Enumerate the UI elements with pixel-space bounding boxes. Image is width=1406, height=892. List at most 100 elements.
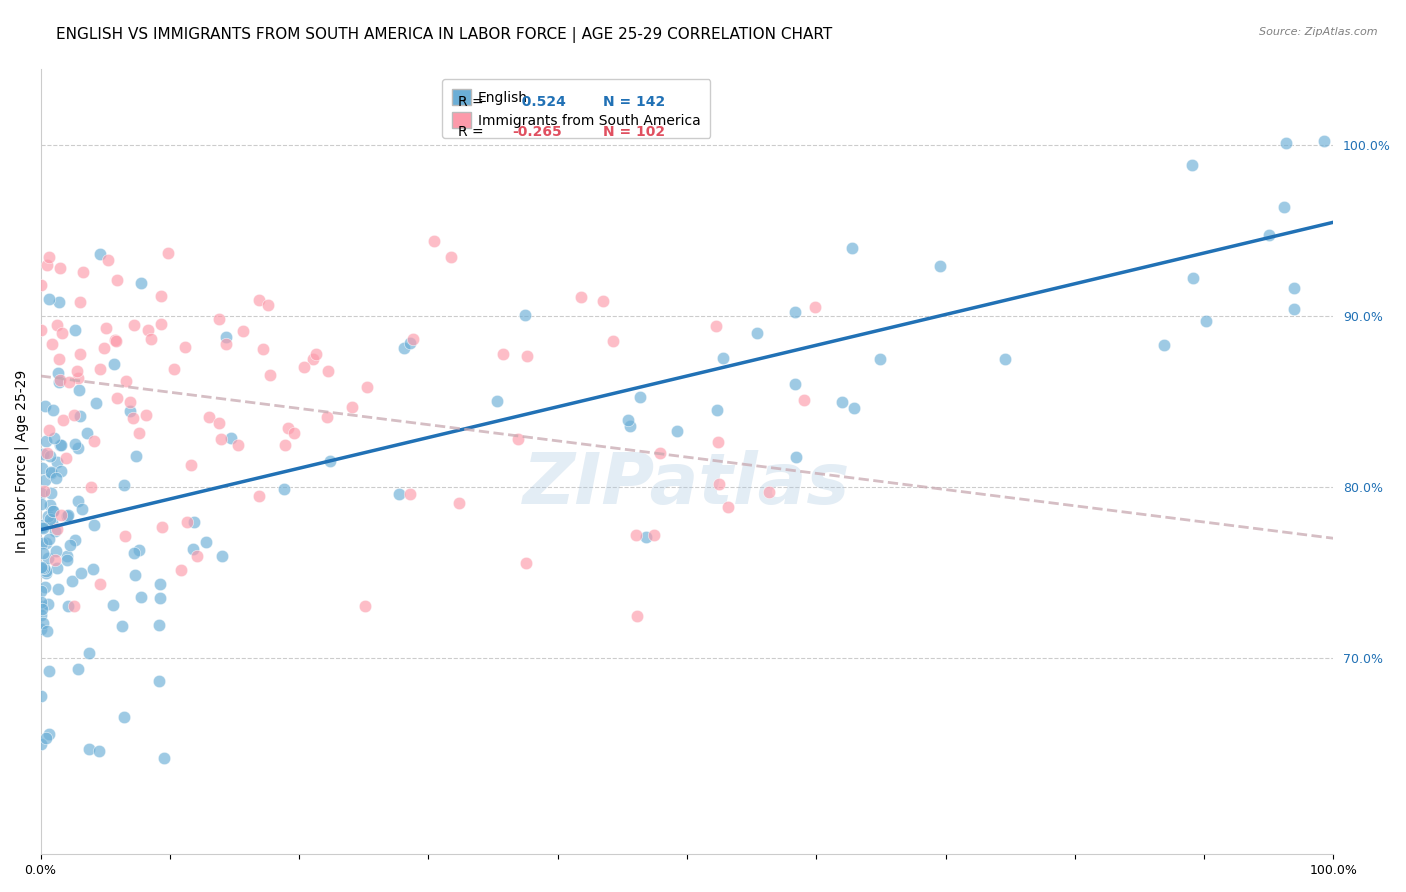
English — [929, 259, 952, 273]
English — [30, 737, 52, 751]
Immigrants from South America — [626, 609, 648, 624]
Immigrants from South America — [48, 373, 70, 387]
English — [619, 418, 641, 433]
English — [273, 483, 295, 497]
English — [63, 323, 86, 337]
English — [1275, 136, 1298, 150]
Immigrants from South America — [115, 375, 138, 389]
English — [41, 486, 63, 500]
English — [77, 742, 100, 756]
English — [392, 341, 415, 355]
Immigrants from South America — [163, 362, 186, 376]
Immigrants from South America — [128, 426, 150, 441]
English — [844, 401, 866, 415]
English — [63, 533, 86, 547]
Immigrants from South America — [252, 343, 274, 357]
English — [35, 536, 58, 550]
Immigrants from South America — [69, 347, 91, 361]
Immigrants from South America — [803, 300, 825, 314]
English — [399, 336, 422, 351]
Immigrants from South America — [63, 409, 86, 423]
English — [1181, 271, 1204, 285]
English — [1284, 302, 1306, 317]
English — [1274, 200, 1296, 214]
Immigrants from South America — [277, 421, 299, 435]
English — [745, 326, 768, 340]
English — [1180, 158, 1202, 172]
English — [34, 400, 56, 414]
English — [38, 664, 60, 678]
Immigrants from South America — [516, 349, 538, 363]
English — [30, 689, 52, 703]
Immigrants from South America — [259, 368, 281, 382]
Immigrants from South America — [141, 332, 163, 346]
English — [49, 438, 72, 452]
English — [388, 487, 411, 501]
Immigrants from South America — [150, 289, 173, 303]
English — [1258, 227, 1281, 242]
English — [38, 532, 60, 546]
English — [38, 727, 60, 741]
Immigrants from South America — [208, 416, 231, 430]
Immigrants from South America — [176, 515, 198, 529]
Immigrants from South America — [150, 520, 173, 534]
Legend: English, Immigrants from South America: English, Immigrants from South America — [441, 79, 710, 138]
Immigrants from South America — [105, 334, 128, 348]
English — [45, 454, 67, 468]
English — [31, 560, 53, 574]
Immigrants from South America — [226, 438, 249, 452]
English — [30, 497, 52, 511]
English — [1194, 313, 1216, 327]
English — [39, 466, 62, 480]
English — [125, 449, 148, 463]
Immigrants from South America — [105, 391, 128, 405]
English — [63, 437, 86, 451]
Immigrants from South America — [758, 485, 780, 500]
English — [39, 512, 62, 526]
English — [183, 516, 205, 530]
English — [31, 616, 53, 631]
English — [666, 424, 689, 438]
Immigrants from South America — [569, 290, 592, 304]
Immigrants from South America — [449, 496, 471, 510]
English — [111, 619, 134, 633]
Immigrants from South America — [122, 318, 145, 332]
English — [122, 546, 145, 560]
English — [617, 413, 640, 427]
English — [37, 551, 59, 566]
English — [51, 464, 73, 478]
Immigrants from South America — [136, 323, 159, 337]
Immigrants from South America — [93, 341, 115, 355]
Immigrants from South America — [650, 446, 672, 460]
Text: R =: R = — [458, 95, 484, 109]
Immigrants from South America — [592, 293, 614, 308]
English — [39, 498, 62, 512]
Immigrants from South America — [149, 317, 172, 331]
English — [32, 560, 55, 574]
Immigrants from South America — [208, 312, 231, 326]
English — [785, 450, 807, 464]
English — [48, 582, 70, 596]
English — [152, 751, 174, 765]
Text: Source: ZipAtlas.com: Source: ZipAtlas.com — [1260, 27, 1378, 37]
Immigrants from South America — [55, 451, 77, 466]
Immigrants from South America — [515, 556, 537, 570]
Immigrants from South America — [707, 434, 730, 449]
English — [77, 646, 100, 660]
Immigrants from South America — [198, 409, 221, 424]
Immigrants from South America — [156, 246, 179, 260]
English — [128, 542, 150, 557]
Immigrants from South America — [89, 362, 111, 376]
English — [82, 561, 104, 575]
English — [32, 447, 55, 461]
Immigrants from South America — [35, 446, 58, 460]
English — [89, 744, 111, 758]
Immigrants from South America — [342, 400, 364, 414]
English — [35, 565, 58, 579]
English — [148, 617, 170, 632]
English — [67, 383, 90, 397]
Immigrants from South America — [69, 295, 91, 310]
English — [30, 607, 52, 622]
Immigrants from South America — [793, 392, 815, 407]
English — [32, 546, 55, 560]
